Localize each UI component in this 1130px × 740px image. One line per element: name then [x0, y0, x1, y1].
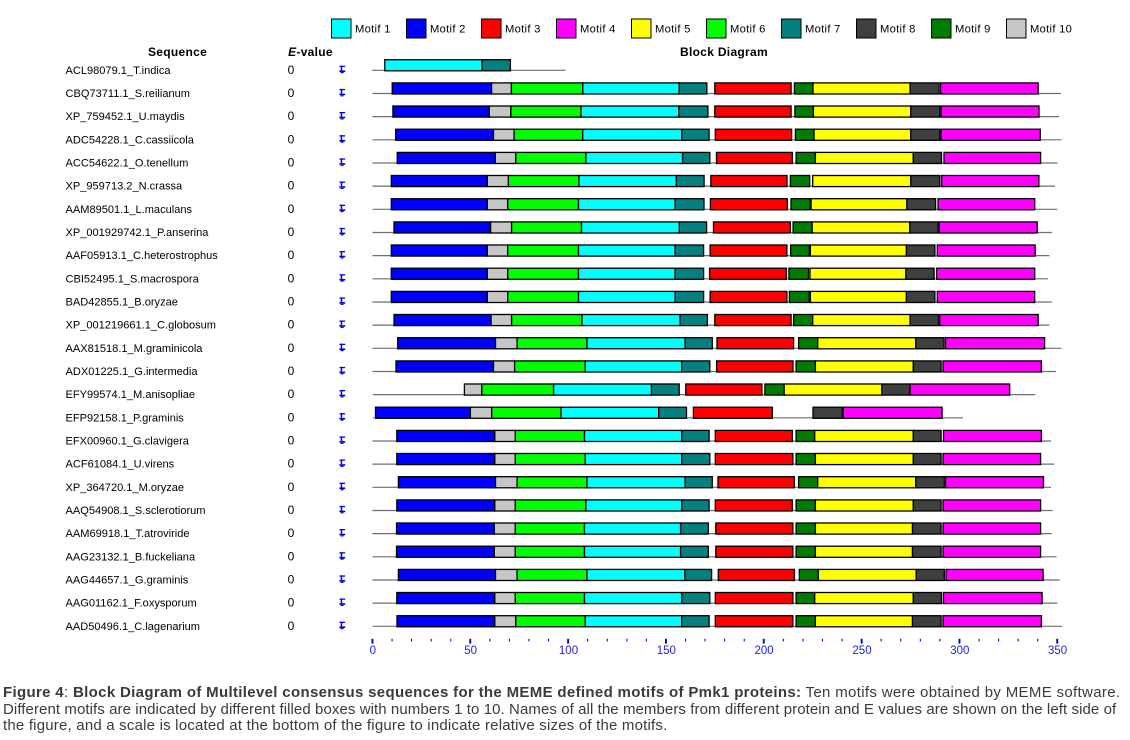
- svg-text:ADC54228.1_C.cassiicola: ADC54228.1_C.cassiicola: [66, 134, 195, 146]
- svg-text:0: 0: [288, 387, 295, 401]
- svg-text:0: 0: [288, 63, 295, 77]
- svg-text:0: 0: [288, 341, 295, 355]
- svg-text:0: 0: [288, 480, 295, 494]
- svg-text:AAG44657.1_G.graminis: AAG44657.1_G.graminis: [66, 575, 189, 587]
- svg-text:0: 0: [288, 86, 295, 100]
- svg-text:0: 0: [288, 225, 295, 239]
- svg-text:150: 150: [657, 645, 676, 657]
- svg-text:100: 100: [559, 645, 578, 657]
- svg-text:ACF61084.1_U.virens: ACF61084.1_U.virens: [66, 459, 175, 471]
- svg-text:0: 0: [288, 549, 295, 563]
- svg-text:0: 0: [288, 364, 295, 378]
- svg-text:0: 0: [288, 179, 295, 193]
- svg-text:AAQ54908.1_S.sclerotiorum: AAQ54908.1_S.sclerotiorum: [66, 505, 206, 517]
- svg-text:0: 0: [288, 248, 295, 262]
- svg-text:Motif 1: Motif 1: [355, 24, 391, 36]
- svg-text:Motif 8: Motif 8: [880, 24, 916, 36]
- svg-text:XP_001929742.1_P.anserina: XP_001929742.1_P.anserina: [66, 227, 210, 239]
- svg-text:0: 0: [370, 645, 376, 657]
- svg-text:AAM89501.1_L.maculans: AAM89501.1_L.maculans: [66, 204, 193, 216]
- svg-text:0: 0: [288, 132, 295, 146]
- svg-text:0: 0: [288, 109, 295, 123]
- svg-text:0: 0: [288, 619, 295, 633]
- svg-text:CBQ73711.1_S.reilianum: CBQ73711.1_S.reilianum: [66, 88, 190, 100]
- svg-text:Sequence: Sequence: [148, 45, 207, 59]
- svg-text:200: 200: [755, 645, 774, 657]
- svg-text:AAD50496.1_C.lagenarium: AAD50496.1_C.lagenarium: [66, 621, 201, 633]
- svg-text:EFP92158.1_P.graminis: EFP92158.1_P.graminis: [66, 412, 185, 424]
- svg-text:Motif 7: Motif 7: [805, 24, 841, 36]
- svg-text:AAX81518.1_M.graminicola: AAX81518.1_M.graminicola: [66, 343, 204, 355]
- svg-text:BAD42855.1_B.oryzae: BAD42855.1_B.oryzae: [66, 297, 178, 309]
- svg-text:ADX01225.1_G.intermedia: ADX01225.1_G.intermedia: [66, 366, 199, 378]
- svg-text:0: 0: [288, 156, 295, 170]
- svg-text:Motif 6: Motif 6: [730, 24, 766, 36]
- svg-text:Motif 10: Motif 10: [1030, 24, 1072, 36]
- svg-text:0: 0: [288, 457, 295, 471]
- svg-text:XP_959713.2_N.crassa: XP_959713.2_N.crassa: [66, 181, 184, 193]
- svg-text:0: 0: [288, 202, 295, 216]
- svg-text:EFY99574.1_M.anisopliae: EFY99574.1_M.anisopliae: [66, 389, 196, 401]
- svg-text:0: 0: [288, 295, 295, 309]
- svg-text:0: 0: [288, 526, 295, 540]
- svg-text:0: 0: [288, 271, 295, 285]
- svg-text:ACC54622.1_O.tenellum: ACC54622.1_O.tenellum: [66, 158, 189, 170]
- svg-text:350: 350: [1048, 645, 1067, 657]
- svg-text:0: 0: [288, 410, 295, 424]
- svg-text:EFX00960.1_G.clavigera: EFX00960.1_G.clavigera: [66, 436, 190, 448]
- svg-text:Motif 9: Motif 9: [955, 24, 991, 36]
- svg-text:0: 0: [288, 434, 295, 448]
- svg-text:50: 50: [464, 645, 477, 657]
- svg-text:XP_364720.1_M.oryzae: XP_364720.1_M.oryzae: [66, 482, 185, 494]
- svg-text:AAM69918.1_T.atroviride: AAM69918.1_T.atroviride: [66, 528, 190, 540]
- svg-text:ACL98079.1_T.indica: ACL98079.1_T.indica: [66, 65, 172, 77]
- svg-text:E-value: E-value: [288, 45, 333, 59]
- svg-text:0: 0: [288, 318, 295, 332]
- svg-text:Motif 3: Motif 3: [505, 24, 541, 36]
- svg-text:CBI52495.1_S.macrospora: CBI52495.1_S.macrospora: [66, 273, 200, 285]
- svg-text:0: 0: [288, 596, 295, 610]
- svg-text:250: 250: [852, 645, 871, 657]
- svg-text:AAG01162.1_F.oxysporum: AAG01162.1_F.oxysporum: [66, 598, 197, 610]
- svg-text:XP_001219661.1_C.globosum: XP_001219661.1_C.globosum: [66, 320, 216, 332]
- svg-text:0: 0: [288, 573, 295, 587]
- svg-text:AAG23132.1_B.fuckeliana: AAG23132.1_B.fuckeliana: [66, 551, 196, 563]
- svg-text:300: 300: [950, 645, 969, 657]
- svg-text:0: 0: [288, 503, 295, 517]
- svg-text:Block Diagram: Block Diagram: [680, 45, 768, 59]
- svg-text:Motif 2: Motif 2: [430, 24, 466, 36]
- svg-text:Motif 4: Motif 4: [580, 24, 616, 36]
- svg-text:Motif 5: Motif 5: [655, 24, 691, 36]
- svg-text:XP_759452.1_U.maydis: XP_759452.1_U.maydis: [66, 111, 186, 123]
- svg-text:AAF05913.1_C.heterostrophus: AAF05913.1_C.heterostrophus: [66, 250, 219, 262]
